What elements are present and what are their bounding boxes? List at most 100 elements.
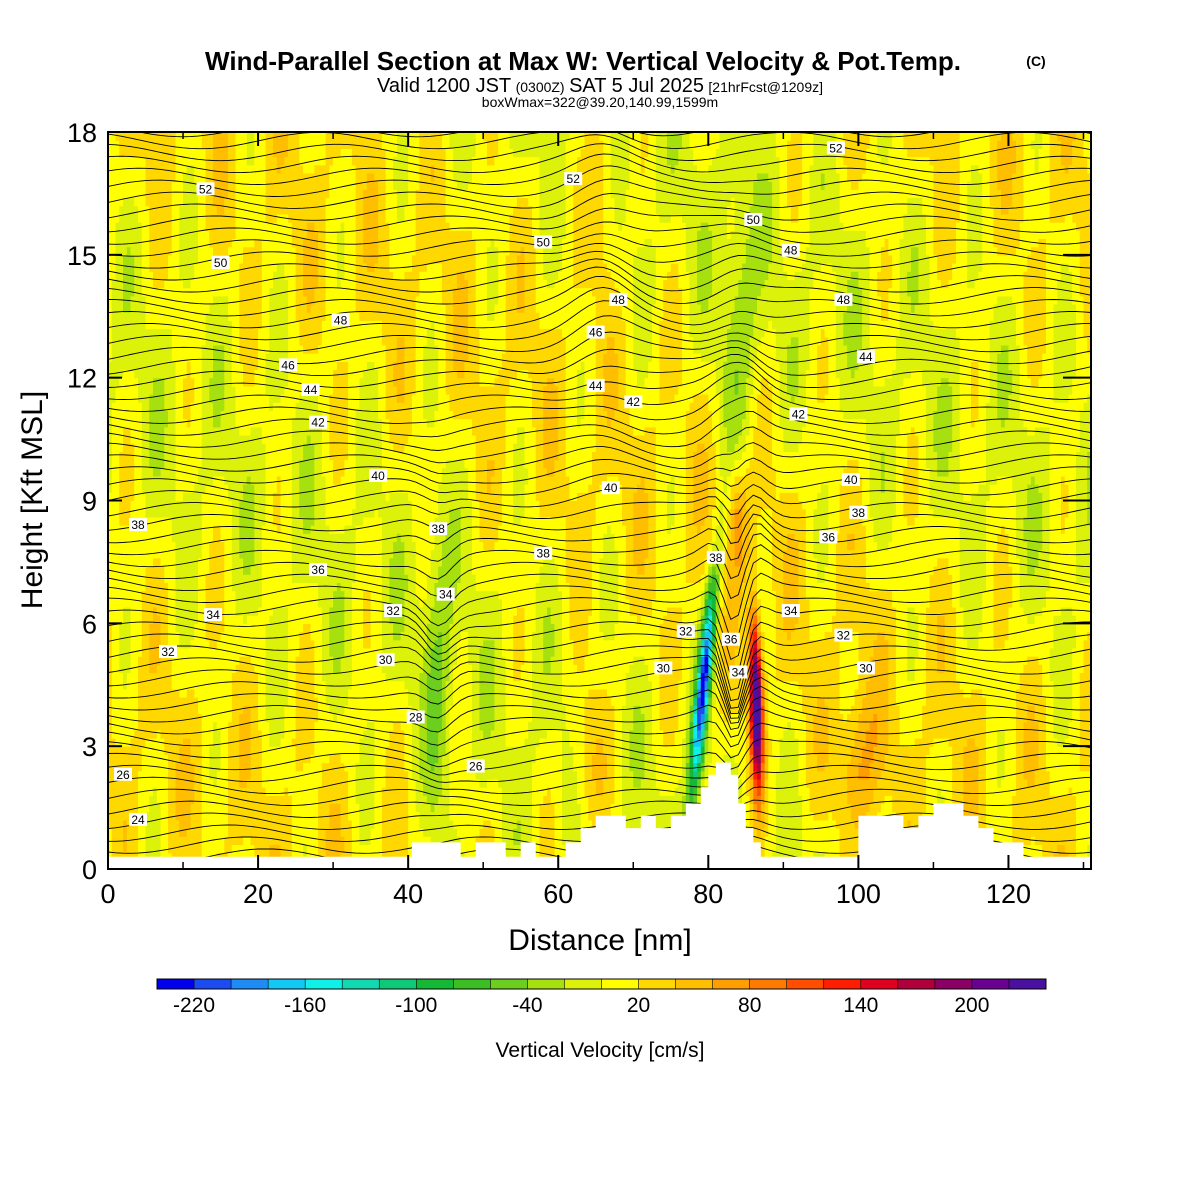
velocity-cell <box>284 263 288 272</box>
velocity-cell <box>236 189 240 198</box>
velocity-cell <box>119 238 123 247</box>
velocity-cell <box>221 181 225 190</box>
velocity-cell <box>232 369 236 378</box>
velocity-cell <box>131 361 135 370</box>
velocity-cell <box>176 189 180 198</box>
velocity-cell <box>251 419 255 428</box>
velocity-cell <box>164 836 168 845</box>
velocity-cell <box>149 255 153 264</box>
velocity-cell <box>209 238 213 247</box>
velocity-cell <box>168 836 172 845</box>
velocity-cell <box>198 361 202 370</box>
velocity-cell <box>134 148 138 157</box>
velocity-cell <box>284 615 288 624</box>
velocity-cell <box>172 181 176 190</box>
velocity-cell <box>236 222 240 231</box>
velocity-cell <box>281 656 285 665</box>
velocity-cell <box>292 812 296 821</box>
velocity-cell <box>142 795 146 804</box>
velocity-cell <box>168 501 172 510</box>
velocity-cell <box>236 656 240 665</box>
velocity-cell <box>284 206 288 215</box>
velocity-cell <box>228 320 232 329</box>
velocity-cell <box>303 419 307 428</box>
velocity-cell <box>299 623 303 632</box>
velocity-cell <box>119 189 123 198</box>
velocity-cell <box>217 247 221 256</box>
velocity-cell <box>254 337 258 346</box>
velocity-cell <box>288 181 292 190</box>
velocity-cell <box>187 361 191 370</box>
velocity-cell <box>281 460 285 469</box>
velocity-cell <box>209 525 213 534</box>
velocity-cell <box>262 640 266 649</box>
velocity-cell <box>164 632 168 641</box>
velocity-cell <box>217 288 221 297</box>
velocity-cell <box>206 664 210 673</box>
velocity-cell <box>299 501 303 510</box>
velocity-cell <box>153 582 157 591</box>
velocity-cell <box>296 279 300 288</box>
velocity-cell <box>127 640 131 649</box>
velocity-cell <box>266 509 270 518</box>
velocity-cell <box>194 263 198 272</box>
velocity-cell <box>269 132 273 141</box>
velocity-cell <box>292 697 296 706</box>
velocity-cell <box>209 140 213 149</box>
velocity-cell <box>138 656 142 665</box>
velocity-cell <box>281 484 285 493</box>
velocity-cell <box>179 558 183 567</box>
velocity-cell <box>194 394 198 403</box>
velocity-cell <box>243 271 247 280</box>
velocity-cell <box>284 329 288 338</box>
velocity-cell <box>168 451 172 460</box>
velocity-cell <box>224 509 228 518</box>
velocity-cell <box>236 288 240 297</box>
velocity-cell <box>161 681 165 690</box>
velocity-cell <box>303 722 307 731</box>
velocity-cell <box>224 247 228 256</box>
velocity-cell <box>292 525 296 534</box>
velocity-cell <box>228 435 232 444</box>
velocity-cell <box>247 353 251 362</box>
velocity-cell <box>198 730 202 739</box>
velocity-cell <box>258 771 262 780</box>
velocity-cell <box>311 828 315 837</box>
velocity-cell <box>176 296 180 305</box>
velocity-cell <box>262 206 266 215</box>
velocity-cell <box>307 648 311 657</box>
velocity-cell <box>157 369 161 378</box>
velocity-cell <box>142 214 146 223</box>
velocity-cell <box>307 763 311 772</box>
velocity-cell <box>123 386 127 395</box>
velocity-cell <box>236 738 240 747</box>
velocity-cell <box>168 271 172 280</box>
velocity-cell <box>183 230 187 239</box>
velocity-cell <box>292 820 296 829</box>
velocity-cell <box>202 378 206 387</box>
velocity-cell <box>266 410 270 419</box>
velocity-cell <box>179 148 183 157</box>
velocity-cell <box>176 566 180 575</box>
velocity-cell <box>202 517 206 526</box>
velocity-cell <box>228 828 232 837</box>
velocity-cell <box>112 329 116 338</box>
velocity-cell <box>153 369 157 378</box>
velocity-cell <box>221 337 225 346</box>
velocity-cell <box>209 844 213 853</box>
velocity-cell <box>236 795 240 804</box>
velocity-cell <box>247 771 251 780</box>
velocity-cell <box>116 803 120 812</box>
velocity-cell <box>224 541 228 550</box>
velocity-cell <box>153 427 157 436</box>
velocity-cell <box>119 279 123 288</box>
velocity-cell <box>153 460 157 469</box>
velocity-cell <box>247 689 251 698</box>
velocity-cell <box>172 779 176 788</box>
velocity-cell <box>168 763 172 772</box>
velocity-cell <box>149 681 153 690</box>
velocity-cell <box>209 664 213 673</box>
velocity-cell <box>296 664 300 673</box>
velocity-cell <box>292 795 296 804</box>
velocity-cell <box>269 689 273 698</box>
